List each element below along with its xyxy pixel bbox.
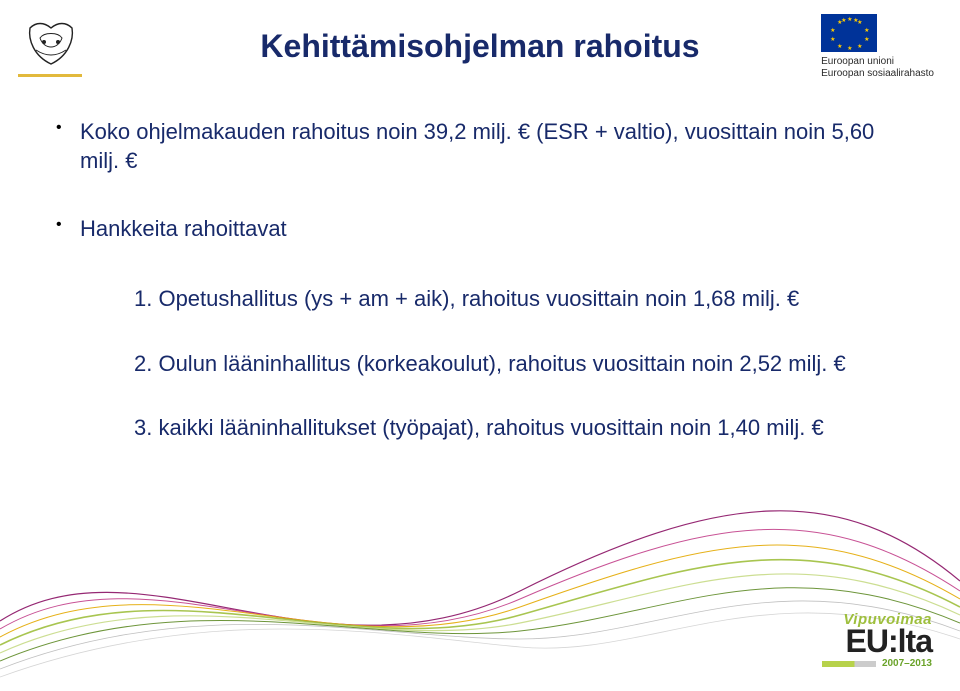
subitem-1: 1. Opetushallitus (ys + am + aik), rahoi… — [134, 284, 904, 315]
subitem-2: 2. Oulun lääninhallitus (korkeakoulut), … — [134, 349, 904, 380]
subitem-text: 3. kaikki lääninhallitukset (työpajat), … — [134, 415, 824, 440]
vipu-logo: Vipuvoimaa EU:lta 2007–2013 — [822, 612, 932, 669]
slide-root: ★ ★ ★ ★ ★ ★ ★ ★ ★ ★ ★ ★ Euroopan unioni … — [0, 0, 960, 691]
content-area: • Koko ohjelmakauden rahoitus noin 39,2 … — [56, 118, 904, 478]
bullet-text: Koko ohjelmakauden rahoitus noin 39,2 mi… — [80, 118, 904, 175]
bullet-text: Hankkeita rahoittavat — [80, 215, 287, 244]
bullet-dot: • — [56, 118, 66, 175]
bullet-2: • Hankkeita rahoittavat — [56, 215, 904, 244]
bullet-dot: • — [56, 215, 66, 244]
eu-text-line2: Euroopan sosiaalirahasto — [821, 68, 934, 80]
emblem-underline — [18, 74, 82, 77]
vipu-bar-line — [822, 661, 876, 667]
bullet-1: • Koko ohjelmakauden rahoitus noin 39,2 … — [56, 118, 904, 175]
subitem-text: 1. Opetushallitus (ys + am + aik), rahoi… — [134, 286, 799, 311]
wave-decoration — [0, 471, 960, 691]
page-title: Kehittämisohjelman rahoitus — [0, 28, 960, 65]
subitem-text: 2. Oulun lääninhallitus (korkeakoulut), … — [134, 351, 846, 376]
vipu-yearbar: 2007–2013 — [822, 659, 932, 669]
subitem-3: 3. kaikki lääninhallitukset (työpajat), … — [134, 413, 904, 444]
vipu-years: 2007–2013 — [882, 659, 932, 669]
vipu-main-text: EU:lta — [822, 625, 932, 657]
